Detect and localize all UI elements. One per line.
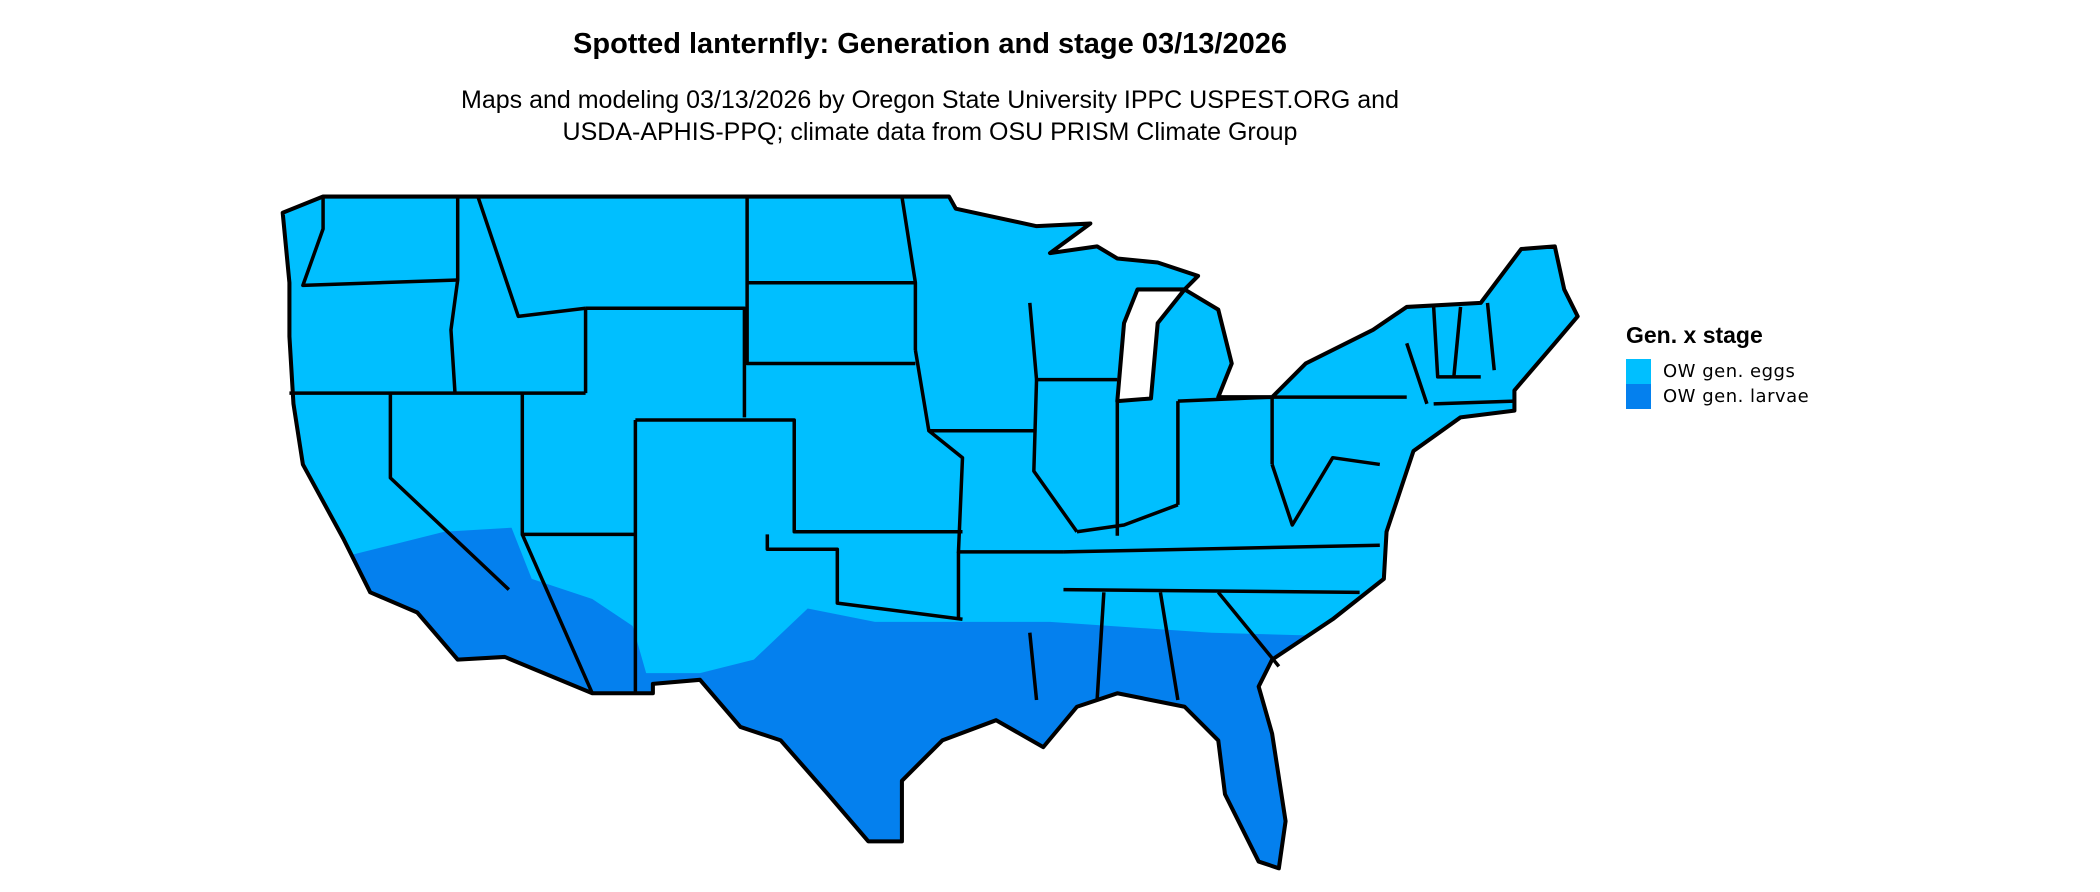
state-border xyxy=(1216,591,1281,668)
state-border xyxy=(1485,302,1496,371)
us-outline xyxy=(280,194,1580,871)
state-border xyxy=(1433,399,1515,406)
state-border xyxy=(765,534,963,621)
state-border xyxy=(1028,632,1039,701)
legend-item-larvae: OW gen. larvae xyxy=(1626,384,1809,409)
state-border xyxy=(1405,342,1429,405)
state-border xyxy=(1158,592,1180,701)
state-border xyxy=(1095,592,1106,701)
state-border xyxy=(449,196,460,394)
state-border xyxy=(585,306,747,418)
map-subtitle: Maps and modeling 03/13/2026 by Oregon S… xyxy=(0,84,1860,148)
state-border xyxy=(1076,503,1179,534)
subtitle-line-2: USDA-APHIS-PPQ; climate data from OSU PR… xyxy=(562,118,1298,146)
legend-label-eggs: OW gen. eggs xyxy=(1663,361,1796,382)
legend: Gen. x stage OW gen. eggs OW gen. larvae xyxy=(1626,322,1809,409)
state-border xyxy=(1032,379,1079,533)
state-borders xyxy=(289,195,1515,701)
legend-swatch-eggs xyxy=(1626,359,1651,384)
state-border xyxy=(388,393,511,591)
state-border xyxy=(1063,587,1360,595)
state-border xyxy=(1431,306,1481,379)
legend-label-larvae: OW gen. larvae xyxy=(1663,386,1810,407)
state-border xyxy=(476,195,586,319)
state-border xyxy=(520,533,594,694)
legend-title: Gen. x stage xyxy=(1626,322,1763,348)
state-border xyxy=(301,196,458,288)
state-border xyxy=(913,349,1064,554)
legend-item-eggs: OW gen. eggs xyxy=(1626,359,1809,384)
subtitle-line-1: Maps and modeling 03/13/2026 by Oregon S… xyxy=(461,86,1399,114)
state-border xyxy=(1452,306,1463,378)
state-border xyxy=(900,196,918,351)
legend-swatch-larvae xyxy=(1626,384,1651,409)
state-border xyxy=(635,418,963,534)
state-border xyxy=(745,196,916,366)
state-border xyxy=(1063,543,1380,554)
map-title: Spotted lanternfly: Generation and stage… xyxy=(573,28,1287,60)
state-border xyxy=(1270,455,1381,527)
